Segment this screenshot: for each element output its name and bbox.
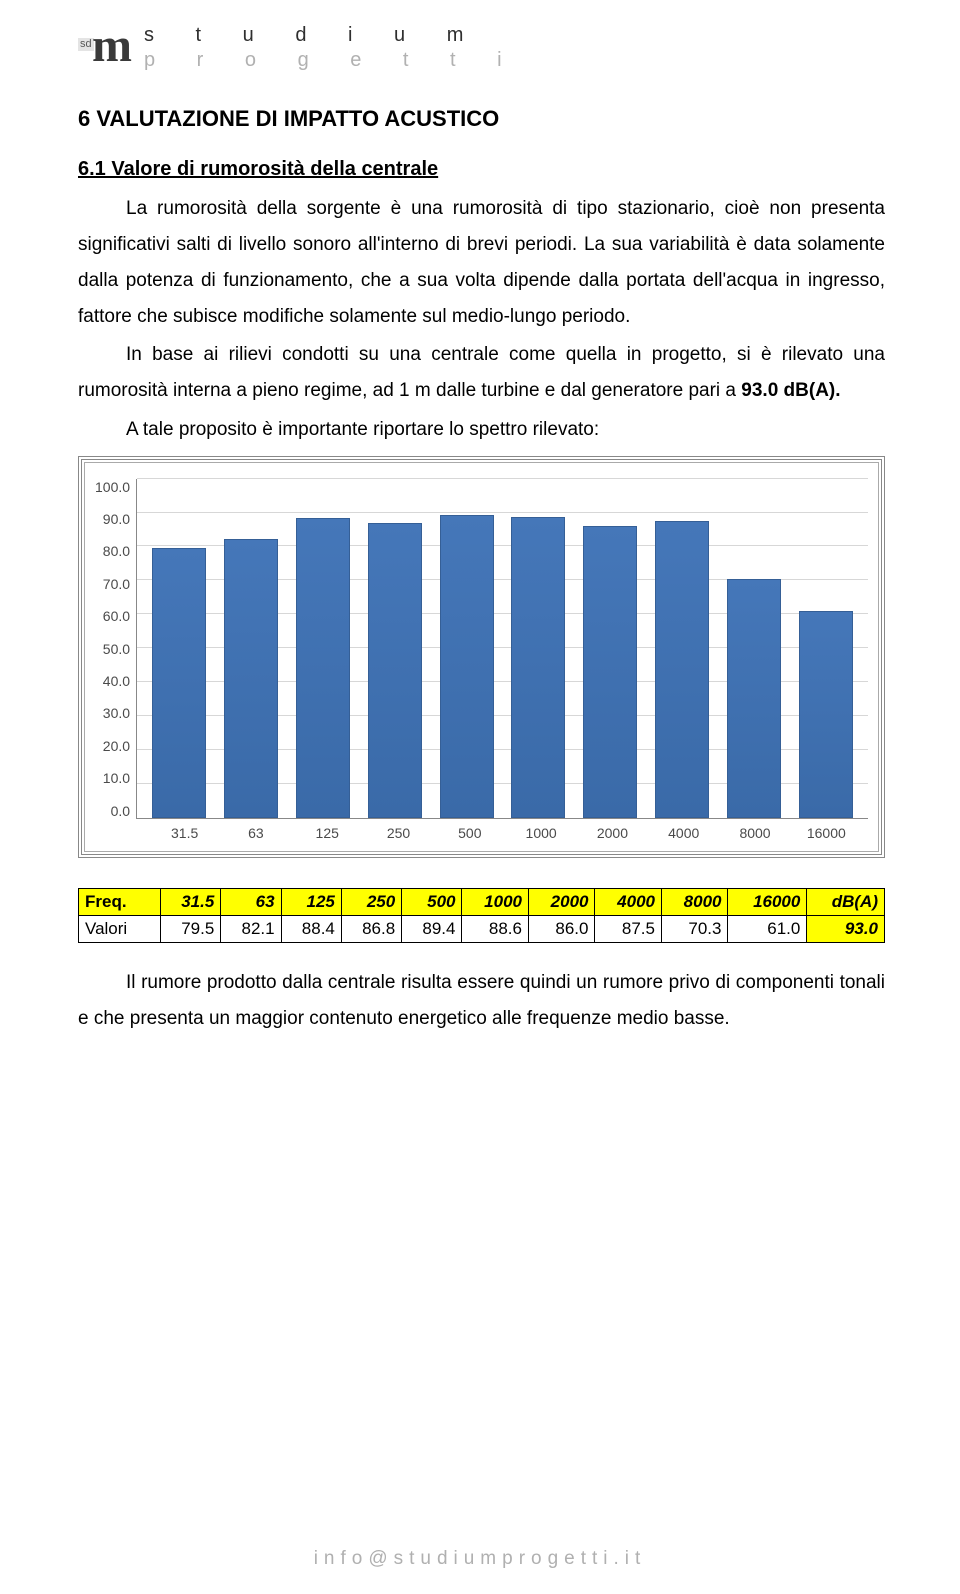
table-cell: 86.8: [341, 915, 401, 942]
table-cell: 88.6: [462, 915, 529, 942]
x-tick-label: 4000: [657, 825, 711, 841]
paragraph-2: In base ai rilievi condotti su una centr…: [78, 337, 885, 409]
chart-bar: [440, 515, 494, 818]
section-heading: 6 VALUTAZIONE DI IMPATTO ACUSTICO: [78, 106, 885, 132]
x-tick-label: 31.5: [158, 825, 212, 841]
table-header-cell: 1000: [462, 888, 529, 915]
table-header-cell: 2000: [528, 888, 595, 915]
y-tick-label: 80.0: [103, 543, 130, 559]
x-tick-label: 16000: [799, 825, 853, 841]
x-tick-label: 250: [372, 825, 426, 841]
table-cell: 82.1: [221, 915, 281, 942]
chart-bar: [799, 611, 853, 818]
y-tick-label: 0.0: [111, 803, 130, 819]
table-cell: 86.0: [528, 915, 595, 942]
table-header-cell: Freq.: [79, 888, 161, 915]
subsection-heading: 6.1 Valore di rumorosità della centrale: [78, 158, 885, 181]
y-tick-label: 70.0: [103, 576, 130, 592]
table-cell: 93.0: [807, 915, 885, 942]
table-header-cell: 63: [221, 888, 281, 915]
x-tick-label: 2000: [585, 825, 639, 841]
table-header-cell: 250: [341, 888, 401, 915]
chart-bar: [224, 539, 278, 817]
y-tick-label: 40.0: [103, 673, 130, 689]
chart-bar: [511, 517, 565, 817]
y-tick-label: 30.0: [103, 705, 130, 721]
table-cell: 89.4: [402, 915, 462, 942]
chart-bar: [655, 521, 709, 818]
paragraph-3: A tale proposito è importante riportare …: [78, 412, 885, 448]
x-tick-label: 1000: [514, 825, 568, 841]
brand-logo: sd m s t u d i u m p r o g e t t i: [78, 20, 885, 76]
spectrum-chart: 100.0 90.0 80.0 70.0 60.0 50.0 40.0 30.0 20.0 10.…: [78, 456, 885, 858]
x-tick-label: 63: [229, 825, 283, 841]
table-header-cell: 125: [281, 888, 341, 915]
measured-value: 93.0 dB(A).: [741, 380, 840, 401]
chart-bar: [583, 526, 637, 818]
table-cell: 87.5: [595, 915, 662, 942]
table-header-row: Freq.31.56312525050010002000400080001600…: [79, 888, 885, 915]
table-row-label: Valori: [79, 915, 161, 942]
chart-plot: [136, 479, 868, 819]
table-cell: 79.5: [161, 915, 221, 942]
logo-wordmark: s t u d i u m p r o g e t t i: [144, 24, 520, 72]
footer-email: info@studiumprogetti.it: [0, 1548, 960, 1570]
table-header-cell: 4000: [595, 888, 662, 915]
x-tick-label: 8000: [728, 825, 782, 841]
y-tick-label: 10.0: [103, 770, 130, 786]
table-header-cell: dB(A): [807, 888, 885, 915]
y-tick-label: 100.0: [95, 479, 130, 495]
table-header-cell: 31.5: [161, 888, 221, 915]
paragraph-1: La rumorosità della sorgente è una rumor…: [78, 191, 885, 335]
y-tick-label: 90.0: [103, 511, 130, 527]
y-tick-label: 20.0: [103, 738, 130, 754]
y-tick-label: 60.0: [103, 608, 130, 624]
logo-mark: sd m: [78, 20, 134, 76]
table-header-cell: 500: [402, 888, 462, 915]
x-tick-label: 500: [443, 825, 497, 841]
table-cell: 61.0: [728, 915, 807, 942]
table-header-cell: 16000: [728, 888, 807, 915]
x-tick-label: 125: [300, 825, 354, 841]
logo-line1: s t u d i u m: [144, 24, 520, 47]
chart-bar: [152, 548, 206, 818]
y-tick-label: 50.0: [103, 641, 130, 657]
chart-bar: [296, 518, 350, 818]
table-header-cell: 8000: [661, 888, 728, 915]
spectrum-table: Freq.31.56312525050010002000400080001600…: [78, 888, 885, 943]
table-cell: 70.3: [661, 915, 728, 942]
chart-y-axis: 100.0 90.0 80.0 70.0 60.0 50.0 40.0 30.0 20.0 10.…: [95, 479, 136, 819]
logo-line2: p r o g e t t i: [144, 49, 520, 72]
table-cell: 88.4: [281, 915, 341, 942]
chart-x-axis: 31.5 63 125 250 500 1000 2000 4000 8000 16000: [143, 819, 868, 841]
chart-bar: [727, 579, 781, 817]
logo-m-glyph: m: [92, 24, 132, 67]
chart-bar: [368, 523, 422, 817]
table-data-row: Valori79.582.188.486.889.488.686.087.570…: [79, 915, 885, 942]
paragraph-4: Il rumore prodotto dalla centrale risult…: [78, 965, 885, 1037]
